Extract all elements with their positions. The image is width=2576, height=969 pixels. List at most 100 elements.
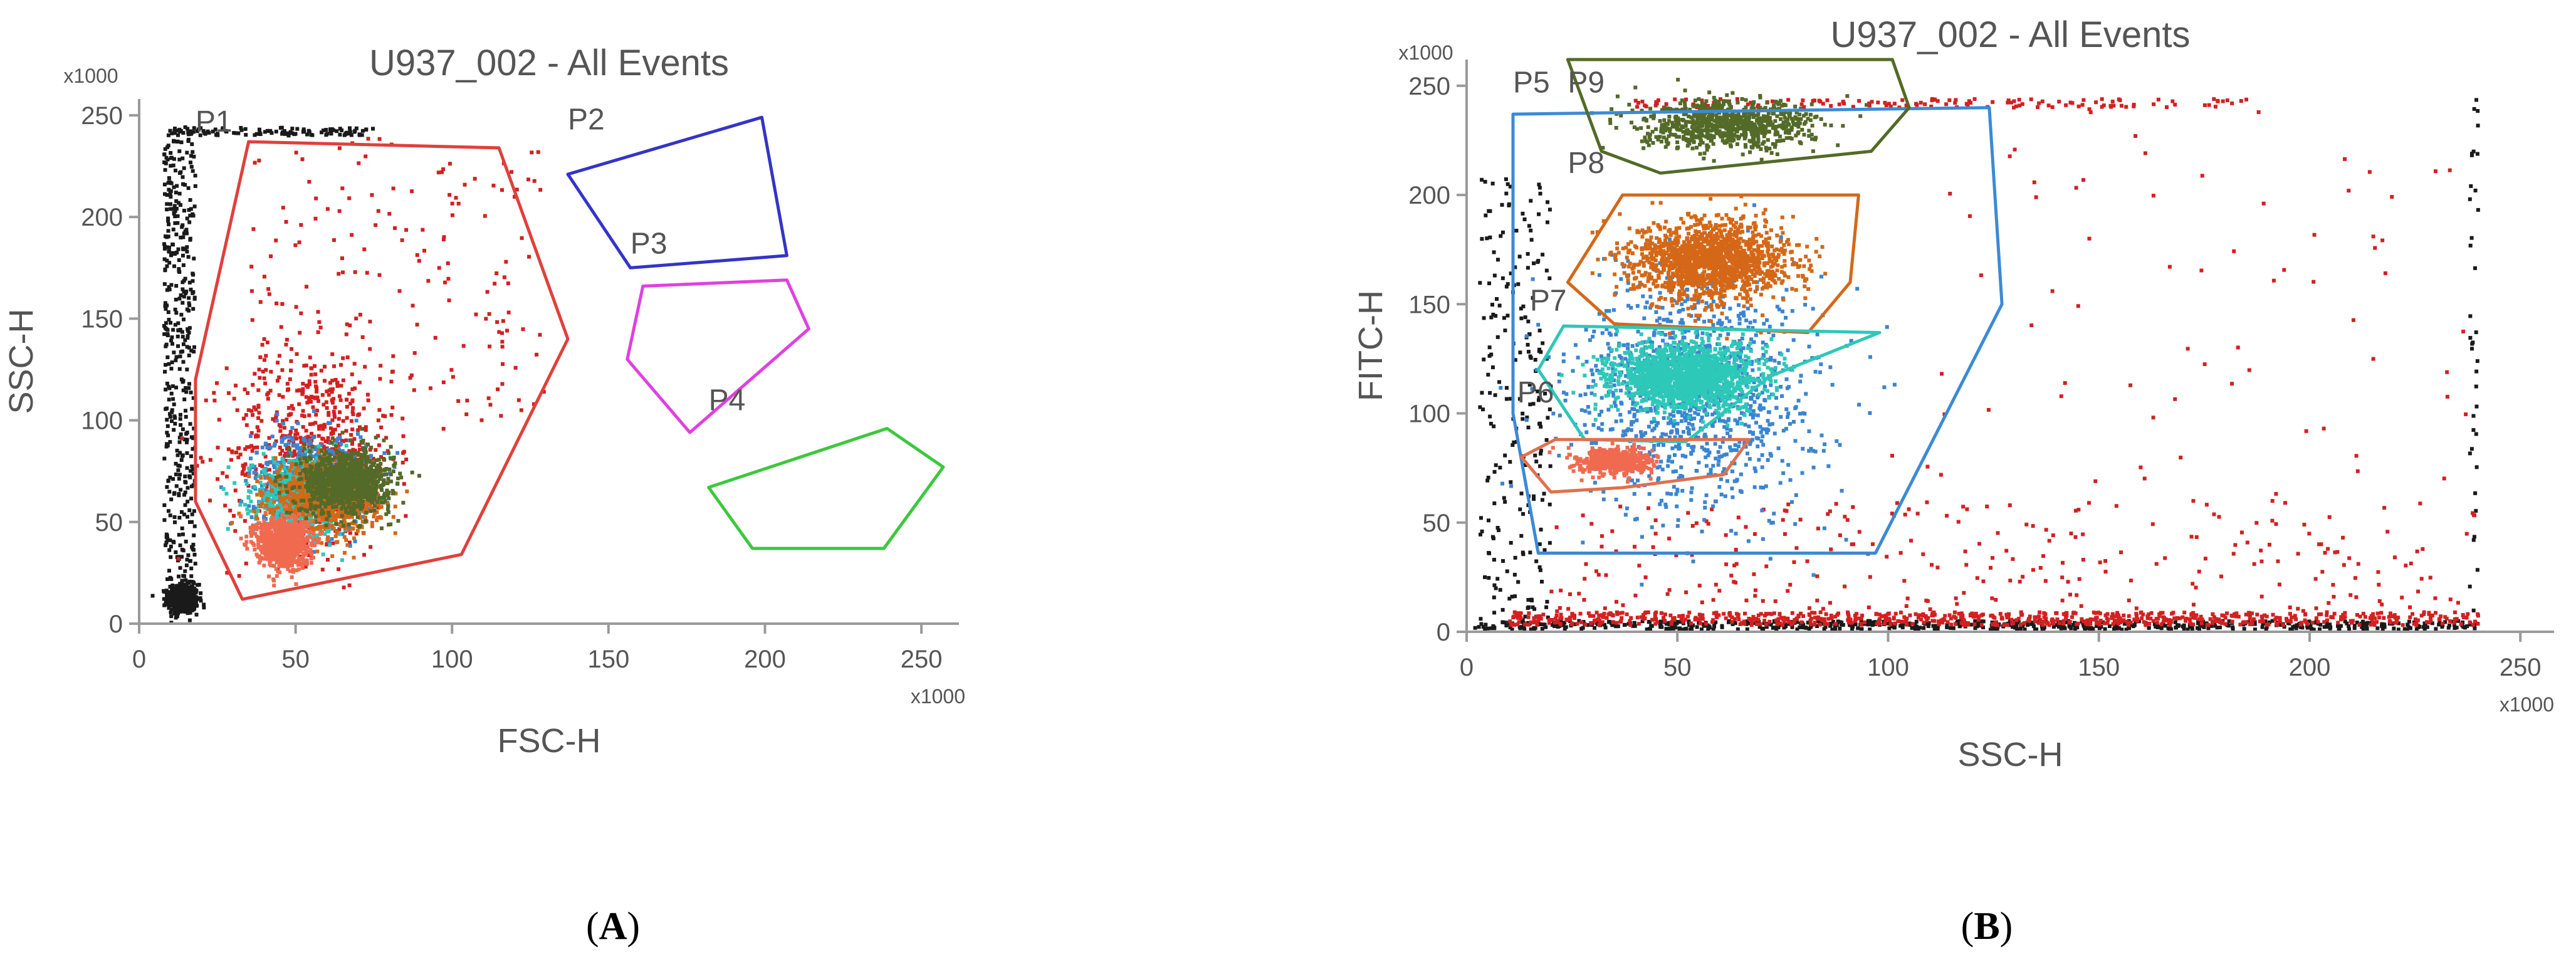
event-dot xyxy=(192,345,197,349)
event-dot xyxy=(165,245,169,249)
event-dot xyxy=(192,256,196,261)
event-dot xyxy=(182,604,186,608)
event-dot xyxy=(162,160,167,164)
event-dot xyxy=(456,201,461,206)
event-dot xyxy=(500,340,505,344)
event-dot xyxy=(402,482,406,486)
event-dot xyxy=(174,284,179,288)
event-dot xyxy=(248,490,253,495)
event-dot xyxy=(230,449,234,454)
event-dot xyxy=(281,395,285,399)
event-dot xyxy=(184,386,188,390)
event-dot xyxy=(300,438,304,443)
event-dot xyxy=(290,436,294,441)
event-dot xyxy=(351,526,355,530)
event-dot xyxy=(231,513,236,518)
event-dot xyxy=(350,410,355,414)
event-dot xyxy=(169,545,173,549)
event-dot xyxy=(178,412,182,417)
event-dot xyxy=(302,364,306,368)
event-dot xyxy=(186,611,190,615)
event-dot xyxy=(295,432,300,436)
event-dot xyxy=(313,380,318,384)
event-dot xyxy=(247,504,251,508)
event-dot xyxy=(295,502,300,506)
event-dot xyxy=(295,491,300,496)
event-dot xyxy=(163,168,167,172)
event-dot xyxy=(188,213,192,217)
event-dot xyxy=(392,455,396,459)
event-dot xyxy=(172,128,177,133)
event-dot xyxy=(277,393,281,397)
event-dot xyxy=(190,608,194,612)
event-dot xyxy=(348,126,352,130)
event-dot xyxy=(285,510,289,515)
event-dot xyxy=(266,507,271,511)
event-dot xyxy=(340,439,344,443)
event-dot xyxy=(325,537,330,542)
event-dot xyxy=(258,489,263,493)
event-dot xyxy=(224,366,229,370)
event-dot xyxy=(191,471,196,476)
event-dot xyxy=(164,543,168,547)
event-dot xyxy=(332,238,336,243)
event-dot xyxy=(166,181,170,185)
event-dot xyxy=(168,440,172,444)
event-dot xyxy=(167,261,172,265)
event-dot xyxy=(175,139,179,144)
event-dot xyxy=(332,451,336,455)
event-dot xyxy=(337,507,342,511)
event-dot xyxy=(321,427,325,431)
event-dot xyxy=(217,417,221,422)
event-dot xyxy=(331,474,335,478)
event-dot xyxy=(264,354,268,358)
event-dot xyxy=(214,381,219,385)
event-dot xyxy=(350,427,355,432)
event-dot xyxy=(251,413,255,417)
event-dot xyxy=(334,462,338,466)
event-dot xyxy=(182,512,186,516)
event-dot xyxy=(318,520,322,525)
event-dot xyxy=(192,154,196,159)
event-dot xyxy=(345,492,349,496)
event-dot xyxy=(317,468,321,473)
event-dot xyxy=(441,380,446,384)
event-dot xyxy=(176,468,181,473)
event-dot xyxy=(332,503,337,507)
event-dot xyxy=(262,469,266,474)
event-dot xyxy=(393,461,397,466)
event-dot xyxy=(353,448,357,453)
event-dot xyxy=(169,194,173,199)
event-dot xyxy=(288,518,293,522)
event-dot xyxy=(183,598,187,602)
event-dot xyxy=(187,590,192,594)
event-dot xyxy=(171,328,175,332)
event-dot xyxy=(283,454,287,458)
event-dot xyxy=(192,509,196,513)
event-dot xyxy=(312,454,317,459)
event-dot xyxy=(177,267,181,271)
event-dot xyxy=(399,475,404,479)
event-dot xyxy=(325,542,329,547)
event-dot xyxy=(301,495,305,500)
event-dot xyxy=(170,335,174,340)
event-dot xyxy=(165,264,169,268)
event-dot xyxy=(168,202,172,206)
event-dot xyxy=(325,557,330,562)
event-dot xyxy=(274,490,278,495)
event-dot xyxy=(298,449,302,453)
event-dot xyxy=(258,463,262,468)
event-dot xyxy=(163,326,167,330)
event-dot xyxy=(192,126,196,130)
event-dot xyxy=(344,397,348,402)
event-dot xyxy=(335,449,339,454)
event-dot xyxy=(276,510,280,515)
event-dot xyxy=(165,431,169,435)
event-dot xyxy=(437,266,441,270)
event-dot xyxy=(177,269,181,273)
event-dot xyxy=(192,589,196,593)
event-dot xyxy=(301,486,306,490)
event-dot xyxy=(172,252,177,256)
event-dot xyxy=(191,306,196,311)
event-dot xyxy=(249,444,254,448)
